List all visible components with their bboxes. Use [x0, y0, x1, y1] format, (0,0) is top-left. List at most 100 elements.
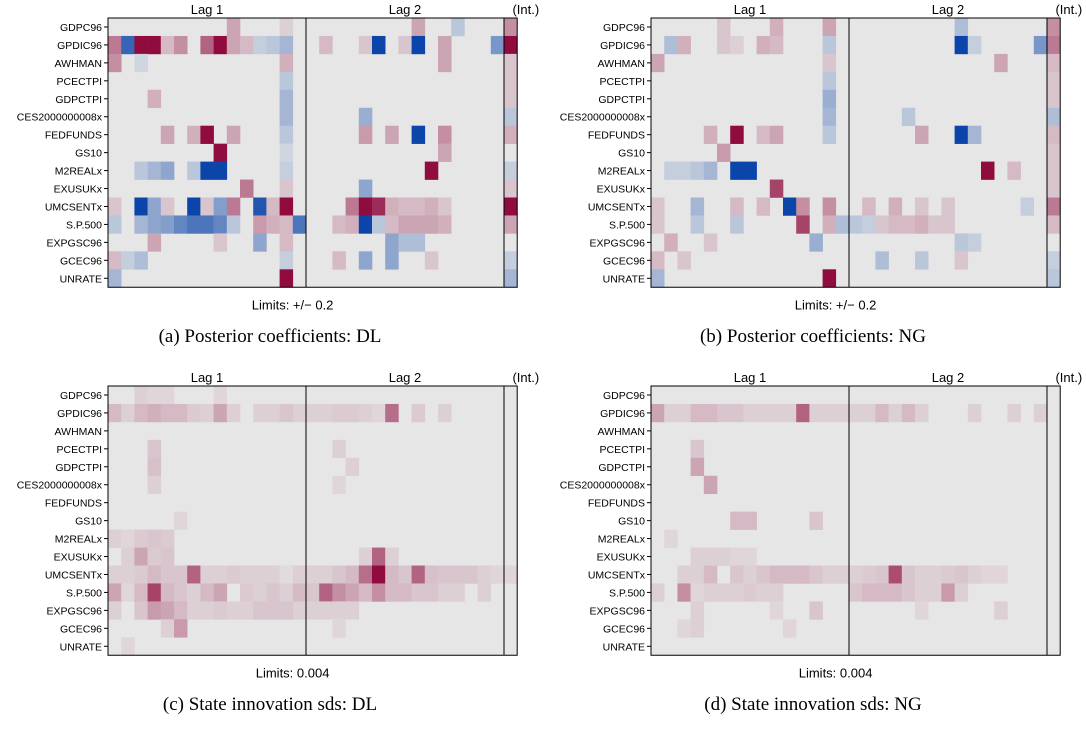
heatmap-cell	[822, 35, 837, 55]
heatmap-cell	[424, 583, 439, 602]
row-label: GS10	[75, 516, 102, 528]
heatmap-cell	[901, 107, 916, 126]
heatmap-cell	[717, 547, 731, 566]
heatmap-cell	[743, 511, 757, 530]
limits-label: Limits: +/− 0.2	[795, 297, 877, 312]
heatmap-cell	[901, 215, 916, 234]
heatmap-cell	[253, 35, 267, 55]
heatmap-cell	[292, 215, 307, 234]
column-group-label: Lag 1	[734, 370, 767, 385]
heatmap-cell	[121, 529, 135, 548]
heatmap-cell	[822, 403, 837, 423]
heatmap-cell	[345, 197, 360, 216]
heatmap-cell	[730, 215, 744, 234]
heatmap-cell	[888, 215, 903, 234]
heatmap-cell	[200, 161, 214, 180]
heatmap-cell	[730, 565, 744, 584]
heatmap-cell	[134, 565, 148, 584]
heatmap-cell	[187, 161, 201, 180]
row-label: M2REALx	[598, 166, 646, 178]
row-label: EXPGSC96	[47, 237, 103, 249]
row-label: GS10	[618, 148, 645, 160]
heatmap-cell	[862, 565, 876, 584]
heatmap-cell	[134, 601, 148, 620]
heatmap-cell	[809, 601, 823, 620]
heatmap-cell	[385, 215, 399, 234]
heatmap-cell	[279, 215, 294, 234]
row-label: FEDFUNDS	[588, 130, 645, 142]
heatmap-cell	[174, 619, 188, 638]
heatmap-cell	[226, 35, 241, 55]
heatmap-cell	[664, 403, 678, 423]
row-label: AWHMAN	[598, 426, 645, 438]
row-label: GPDIC96	[57, 408, 102, 420]
heatmap-cell	[345, 565, 360, 584]
column-group-label: (Int.)	[512, 2, 539, 17]
heatmap-cell	[717, 583, 731, 602]
heatmap-cell	[160, 403, 175, 423]
limits-label: Limits: 0.004	[799, 665, 873, 680]
heatmap-cell	[134, 161, 148, 180]
heatmap-cell	[424, 197, 439, 216]
heatmap-cell	[147, 233, 162, 252]
heatmap-cell	[372, 197, 386, 216]
heatmap-cell	[147, 475, 162, 494]
heatmap-cell	[279, 403, 294, 423]
heatmap-cell	[174, 35, 188, 55]
heatmap-cell	[651, 583, 665, 602]
heatmap-cell	[279, 89, 294, 109]
heatmap-cell	[703, 475, 718, 494]
heatmap-cell	[954, 583, 969, 602]
heatmap-background	[651, 386, 1061, 656]
heatmap-cell	[358, 565, 373, 584]
heatmap-cell	[266, 403, 280, 423]
heatmap-cell	[981, 565, 995, 584]
column-group-label: Lag 2	[389, 2, 422, 17]
heatmap-cell	[240, 179, 254, 198]
heatmap-cell	[279, 197, 294, 216]
heatmap-cell	[1047, 251, 1061, 270]
limits-label: Limits: +/− 0.2	[252, 297, 334, 312]
heatmap-cell	[664, 161, 678, 180]
heatmap-cell	[187, 215, 201, 234]
heatmap-cell	[677, 583, 691, 602]
heatmap-cell	[1020, 197, 1035, 216]
heatmap-cell	[358, 107, 373, 126]
heatmap-cell	[796, 197, 810, 216]
heatmap-cell	[730, 161, 744, 180]
heatmap-cell	[504, 53, 518, 73]
heatmap-cell	[213, 565, 228, 584]
heatmap-cell	[651, 215, 665, 234]
heatmap-cell	[424, 565, 439, 584]
heatmap-cell	[875, 583, 889, 602]
heatmap-cell	[677, 35, 691, 55]
row-label: M2REALx	[598, 534, 646, 546]
heatmap-cell	[651, 251, 665, 270]
heatmap-cell	[398, 233, 412, 252]
heatmap-cell	[756, 125, 771, 144]
heatmap-cell	[1047, 197, 1061, 216]
heatmap-cell	[849, 565, 863, 584]
heatmap-cell	[411, 197, 426, 216]
heatmap-cell	[941, 565, 955, 584]
heatmap-cell	[490, 565, 505, 584]
row-label: AWHMAN	[55, 58, 102, 70]
heatmap-cell	[160, 529, 175, 548]
heatmap-cell	[213, 601, 228, 620]
heatmap-cell	[756, 565, 771, 584]
heatmap-cell	[292, 583, 307, 602]
heatmap-cell	[253, 565, 267, 584]
heatmap-cell	[398, 565, 412, 584]
heatmap-cell	[677, 403, 691, 423]
heatmap-cell	[954, 251, 969, 270]
heatmap-cell	[822, 89, 837, 109]
heatmap-cell	[332, 215, 346, 234]
heatmap-cell	[279, 18, 294, 37]
heatmap-cell	[822, 71, 837, 91]
heatmap-cell	[213, 403, 228, 423]
heatmap-cell	[213, 386, 228, 405]
row-label: GDPCTPI	[55, 462, 102, 474]
column-group-label: Lag 1	[734, 2, 767, 17]
row-label: PCECTPI	[56, 444, 102, 456]
heatmap-cell	[306, 583, 320, 602]
